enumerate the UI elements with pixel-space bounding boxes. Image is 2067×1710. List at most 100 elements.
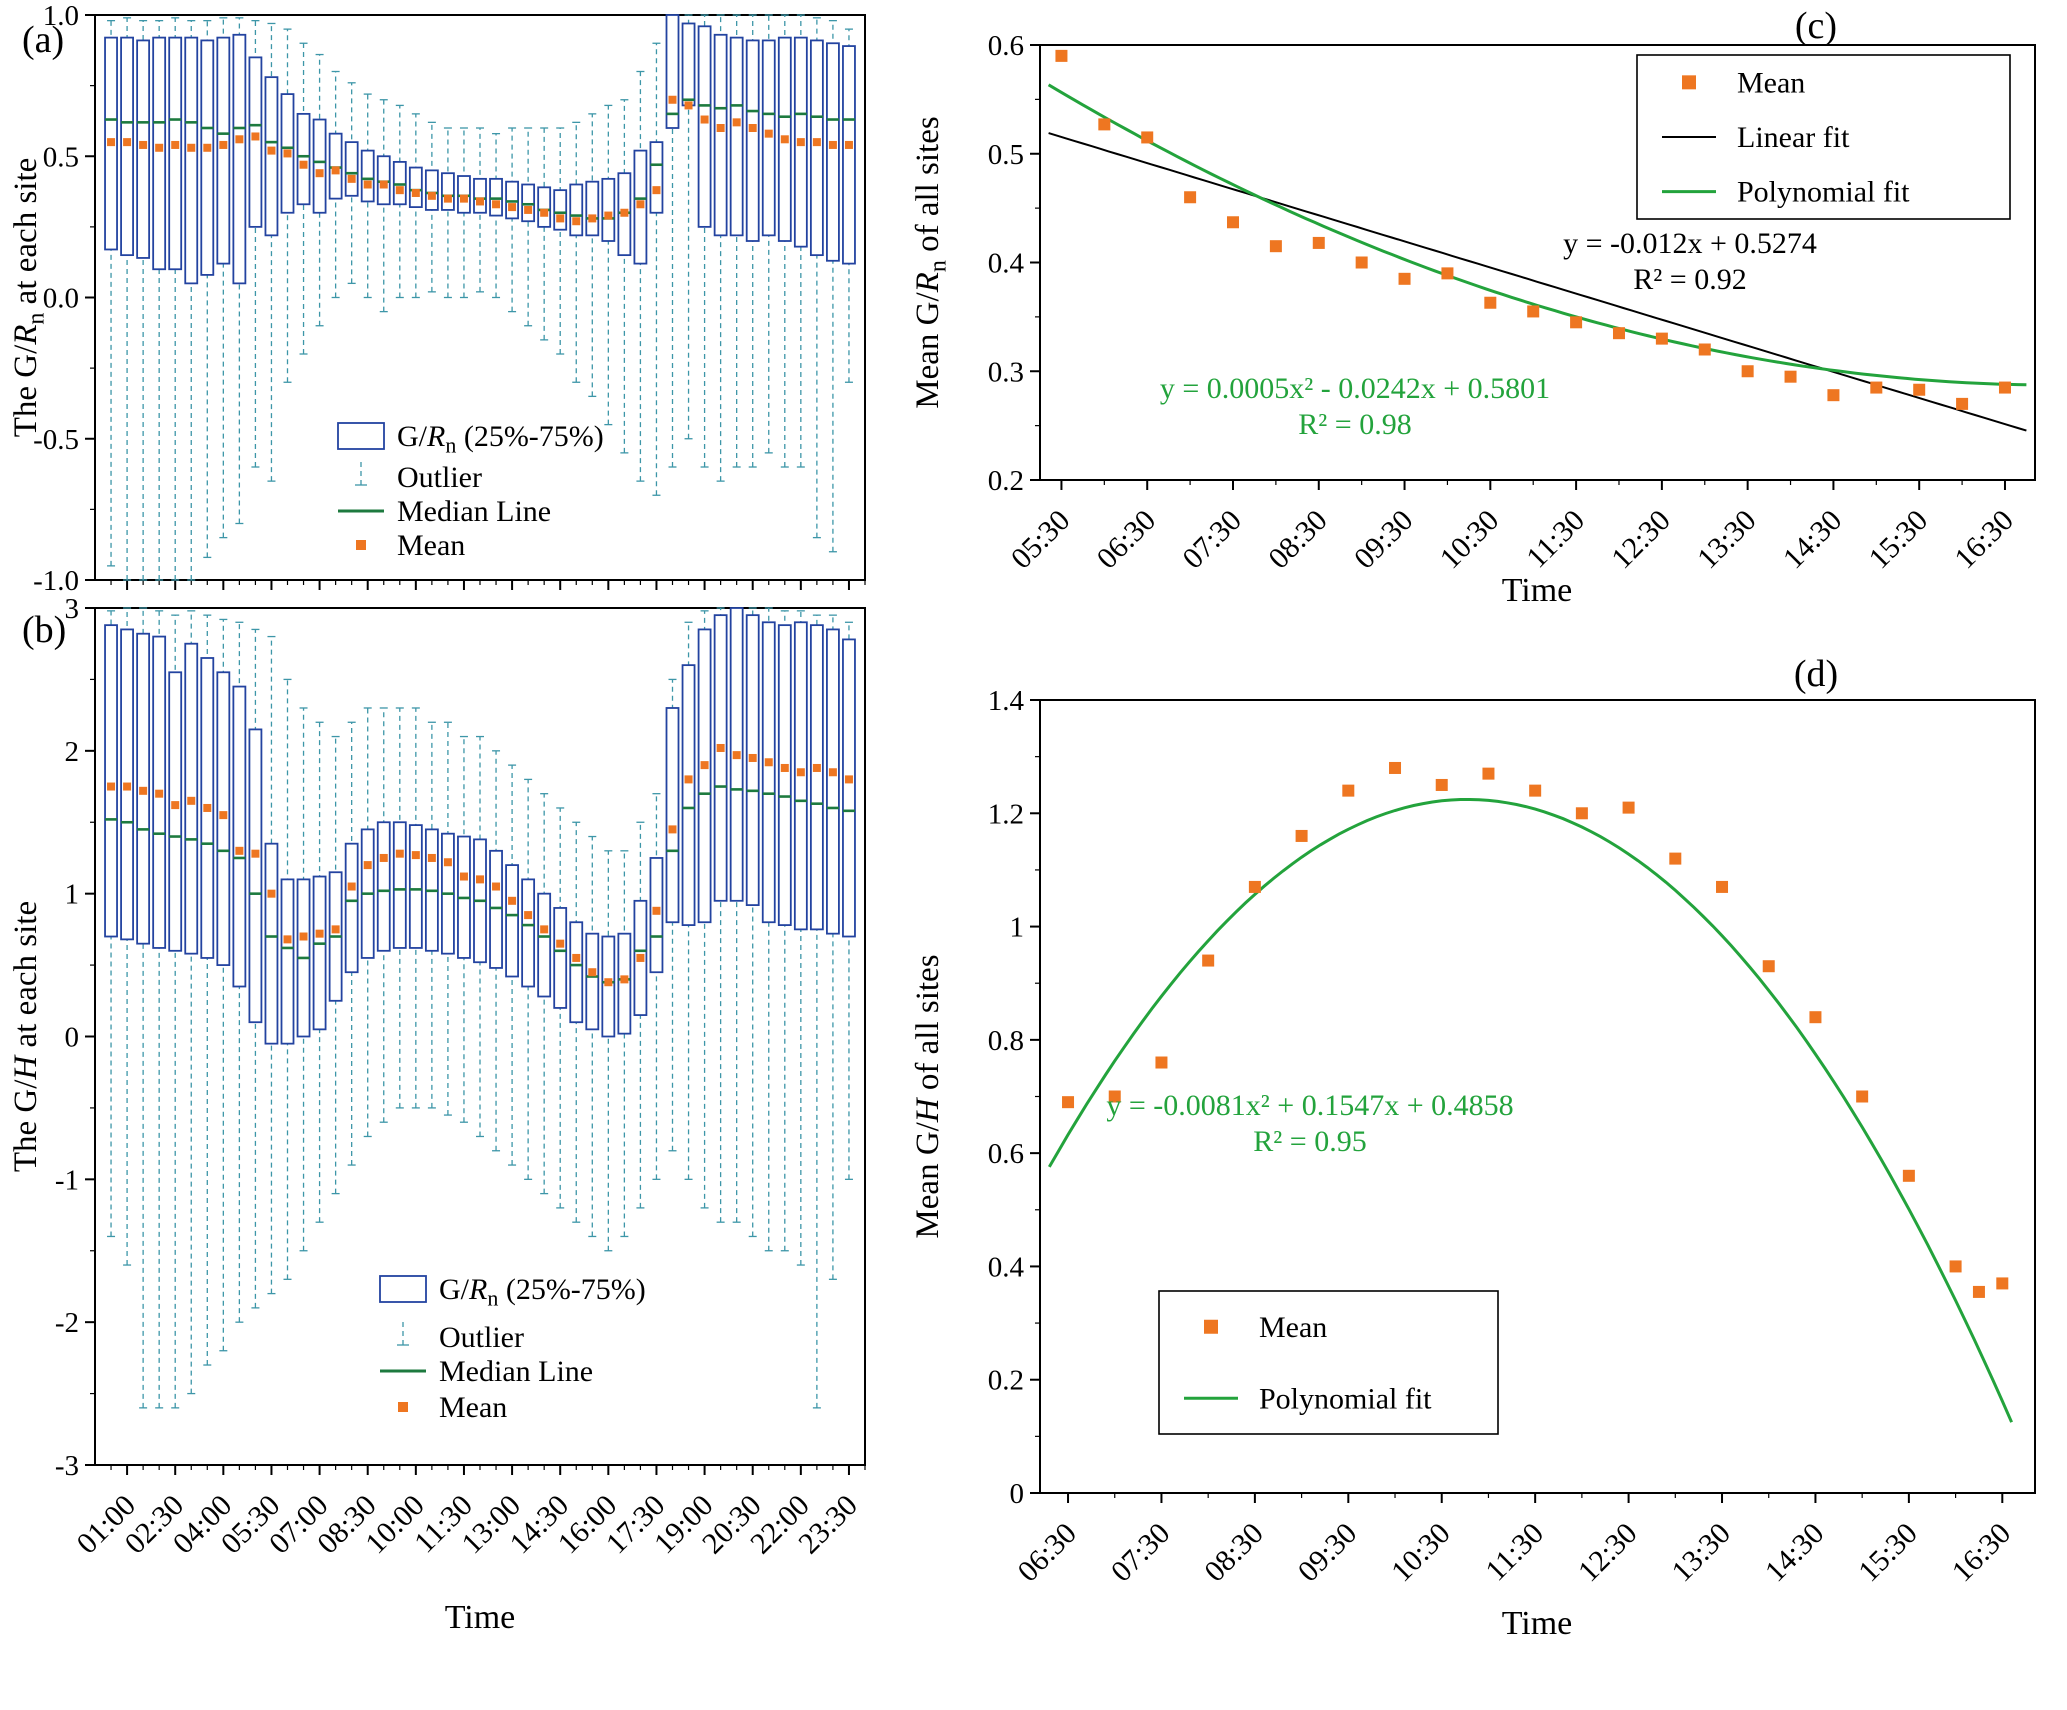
legend-mean-icon: [398, 1402, 408, 1412]
mean-marker: [235, 135, 244, 144]
mean-point: [1389, 761, 1402, 774]
mean-point: [1155, 1056, 1168, 1069]
mean-marker: [780, 135, 789, 144]
mean-marker: [395, 849, 404, 858]
legend-item-label: Mean: [1737, 66, 1805, 99]
y-axis-label: Mean G/Rn of all sites: [910, 116, 951, 408]
mean-marker: [828, 140, 837, 149]
box: [312, 875, 327, 1031]
mean-marker: [363, 861, 372, 870]
box: [697, 628, 712, 924]
mean-point: [1870, 381, 1883, 394]
mean-point: [1698, 343, 1711, 356]
mean-point: [1342, 784, 1355, 797]
box: [392, 160, 407, 206]
linear-fit: [1048, 132, 2027, 432]
box: [745, 39, 760, 242]
box: [649, 857, 664, 974]
linear-equation: y = -0.012x + 0.5274: [1563, 227, 1817, 260]
legend-outlier-label: Outlier: [439, 1321, 524, 1354]
box: [809, 624, 824, 931]
legend-item-label: Polynomial fit: [1259, 1382, 1432, 1415]
box: [505, 180, 519, 220]
mean-marker: [540, 208, 549, 217]
x-tick-label: 16:30: [1946, 1517, 2018, 1589]
box: [585, 180, 600, 237]
mean-point: [1248, 880, 1261, 893]
mean-marker: [812, 138, 821, 147]
mean-point: [1312, 236, 1325, 249]
mean-marker: [251, 132, 260, 141]
mean-marker: [427, 853, 436, 862]
x-tick-label: 07:30: [1176, 504, 1248, 576]
box: [729, 36, 744, 237]
box: [665, 707, 680, 924]
box: [601, 177, 616, 242]
mean-point: [1355, 256, 1368, 269]
mean-marker: [732, 751, 741, 760]
mean-marker: [283, 149, 292, 158]
axes: 0 0.2 0.4 0.6 0.8 1 1.2 1.4 06:30 07:30 08:30 09:30…: [988, 685, 2036, 1589]
mean-marker: [828, 768, 837, 777]
box: [408, 166, 423, 209]
box: [457, 175, 471, 214]
mean-marker: [411, 851, 420, 860]
mean-point: [1226, 216, 1239, 229]
mean-marker: [251, 849, 260, 858]
mean-marker: [299, 160, 308, 169]
x-tick-label: 13:30: [1665, 1517, 1737, 1589]
mean-marker: [764, 129, 773, 138]
mean-marker: [748, 124, 757, 132]
mean-point: [1527, 305, 1540, 318]
x-tick-label: 06:30: [1091, 504, 1163, 576]
x-axis-label: Time: [1502, 572, 1573, 609]
panel-label: (b): [22, 609, 66, 651]
mean-marker: [508, 203, 517, 212]
mean-marker: [123, 782, 132, 791]
legend-outlier-label: Outlier: [397, 461, 482, 494]
y-tick-label: 0.5: [43, 141, 79, 173]
y-tick-label: 0: [1010, 1478, 1025, 1510]
boxes: [104, 14, 856, 581]
mean-marker: [459, 194, 468, 203]
legend-item-label: Linear fit: [1737, 121, 1850, 154]
mean-marker: [427, 191, 436, 200]
x-tick-label: 11:30: [1479, 1517, 1550, 1588]
box: [392, 821, 407, 949]
mean-marker: [524, 205, 533, 214]
mean-marker: [107, 138, 116, 147]
legend-mean-label: Mean: [397, 529, 465, 562]
mean-marker: [155, 789, 164, 798]
mean-marker: [572, 217, 581, 226]
legend-mean-icon: [356, 540, 366, 550]
box: [489, 849, 503, 969]
box: [826, 628, 840, 935]
y-tick-label: -1.0: [33, 565, 79, 597]
mean-points: [1055, 49, 2011, 410]
box: [826, 42, 840, 262]
mean-marker: [524, 911, 533, 920]
y-axis-label: Mean G/H of all sites: [910, 954, 946, 1238]
mean-point: [1295, 829, 1308, 842]
mean-point: [1716, 880, 1729, 893]
box: [376, 821, 391, 952]
box: [585, 932, 600, 1031]
box: [408, 824, 423, 949]
mean-point: [1856, 1090, 1869, 1103]
mean-point: [1575, 807, 1588, 820]
x-tick-label: 10:30: [1434, 504, 1506, 576]
mean-marker: [476, 197, 484, 206]
y-tick-label: 1.0: [43, 0, 79, 32]
mean-point: [1398, 272, 1411, 285]
mean-marker: [379, 180, 388, 189]
mean-marker: [780, 763, 789, 772]
mean-marker: [684, 101, 693, 110]
mean-marker: [187, 796, 196, 805]
mean-points: [1062, 761, 2009, 1298]
box: [216, 36, 231, 265]
mean-marker: [219, 811, 228, 820]
mean-point: [1996, 1277, 2009, 1290]
poly-equation: y = 0.0005x² - 0.0242x + 0.5801: [1160, 372, 1550, 405]
axes: -1.0 -0.5 0.0 0.5 1.0: [33, 0, 866, 597]
mean-point: [1622, 801, 1635, 814]
